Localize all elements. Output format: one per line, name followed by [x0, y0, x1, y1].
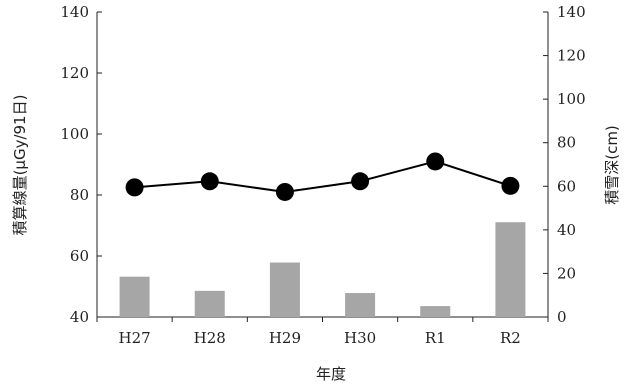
- snow-depth-bar: [269, 262, 300, 317]
- x-tick-label: R2: [500, 329, 521, 347]
- right-y-tick-label: 60: [557, 177, 576, 195]
- x-tick-label: R1: [425, 329, 446, 347]
- dose-marker: [501, 176, 520, 195]
- snow-depth-bar: [345, 293, 376, 317]
- x-axis-title: 年度: [316, 365, 346, 383]
- right-y-tick-label: 140: [557, 3, 586, 21]
- right-y-axis-title: 積雪深(cm): [603, 125, 621, 205]
- snow-depth-bar: [420, 306, 451, 317]
- dose-line: [134, 160, 511, 193]
- dose-marker: [200, 172, 219, 191]
- left-y-tick-label: 60: [70, 247, 89, 265]
- left-y-tick-label: 100: [60, 125, 89, 143]
- snow-depth-bar: [194, 290, 225, 317]
- right-y-tick-label: 20: [557, 264, 576, 282]
- left-y-axis-title: 積算線量(μGy/91日): [11, 95, 29, 236]
- snow-depth-bars: [119, 222, 526, 317]
- right-y-tick-label: 0: [557, 308, 567, 326]
- x-tick-label: H28: [194, 329, 226, 347]
- dose-line-series: [125, 152, 520, 201]
- left-y-tick-label: 40: [70, 308, 89, 326]
- chart-axes: [96, 11, 549, 322]
- tick-labels: 40 60 80 100 120 140 0 20 40 60 80 100 120 140 H27 H28 H…: [60, 3, 585, 347]
- right-y-tick-label: 40: [557, 221, 576, 239]
- x-tick-label: H29: [269, 329, 301, 347]
- x-tick-label: H27: [118, 329, 150, 347]
- dose-marker: [275, 182, 294, 201]
- left-y-tick-label: 120: [60, 64, 89, 82]
- snow-depth-bar: [119, 276, 150, 317]
- dose-marker: [426, 152, 445, 171]
- right-y-tick-label: 80: [557, 134, 576, 152]
- left-y-tick-label: 80: [70, 186, 89, 204]
- left-y-tick-label: 140: [60, 3, 89, 21]
- x-tick-label: H30: [344, 329, 376, 347]
- dose-marker: [351, 172, 370, 191]
- right-y-tick-label: 100: [557, 90, 586, 108]
- snow-depth-bar: [495, 222, 526, 317]
- dose-marker: [125, 178, 144, 197]
- right-y-tick-label: 120: [557, 47, 586, 65]
